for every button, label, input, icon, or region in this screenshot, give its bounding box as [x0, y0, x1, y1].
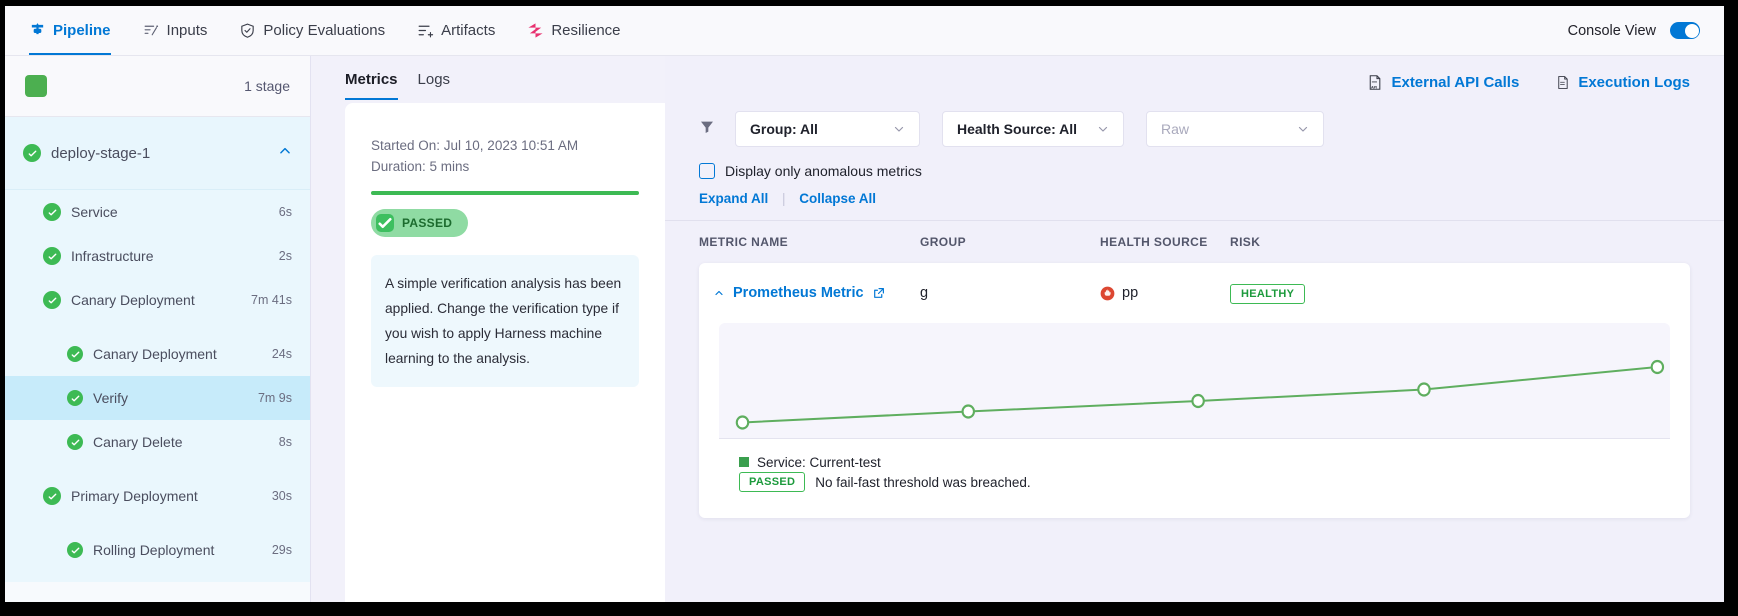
svg-text:API: API: [1371, 86, 1377, 90]
